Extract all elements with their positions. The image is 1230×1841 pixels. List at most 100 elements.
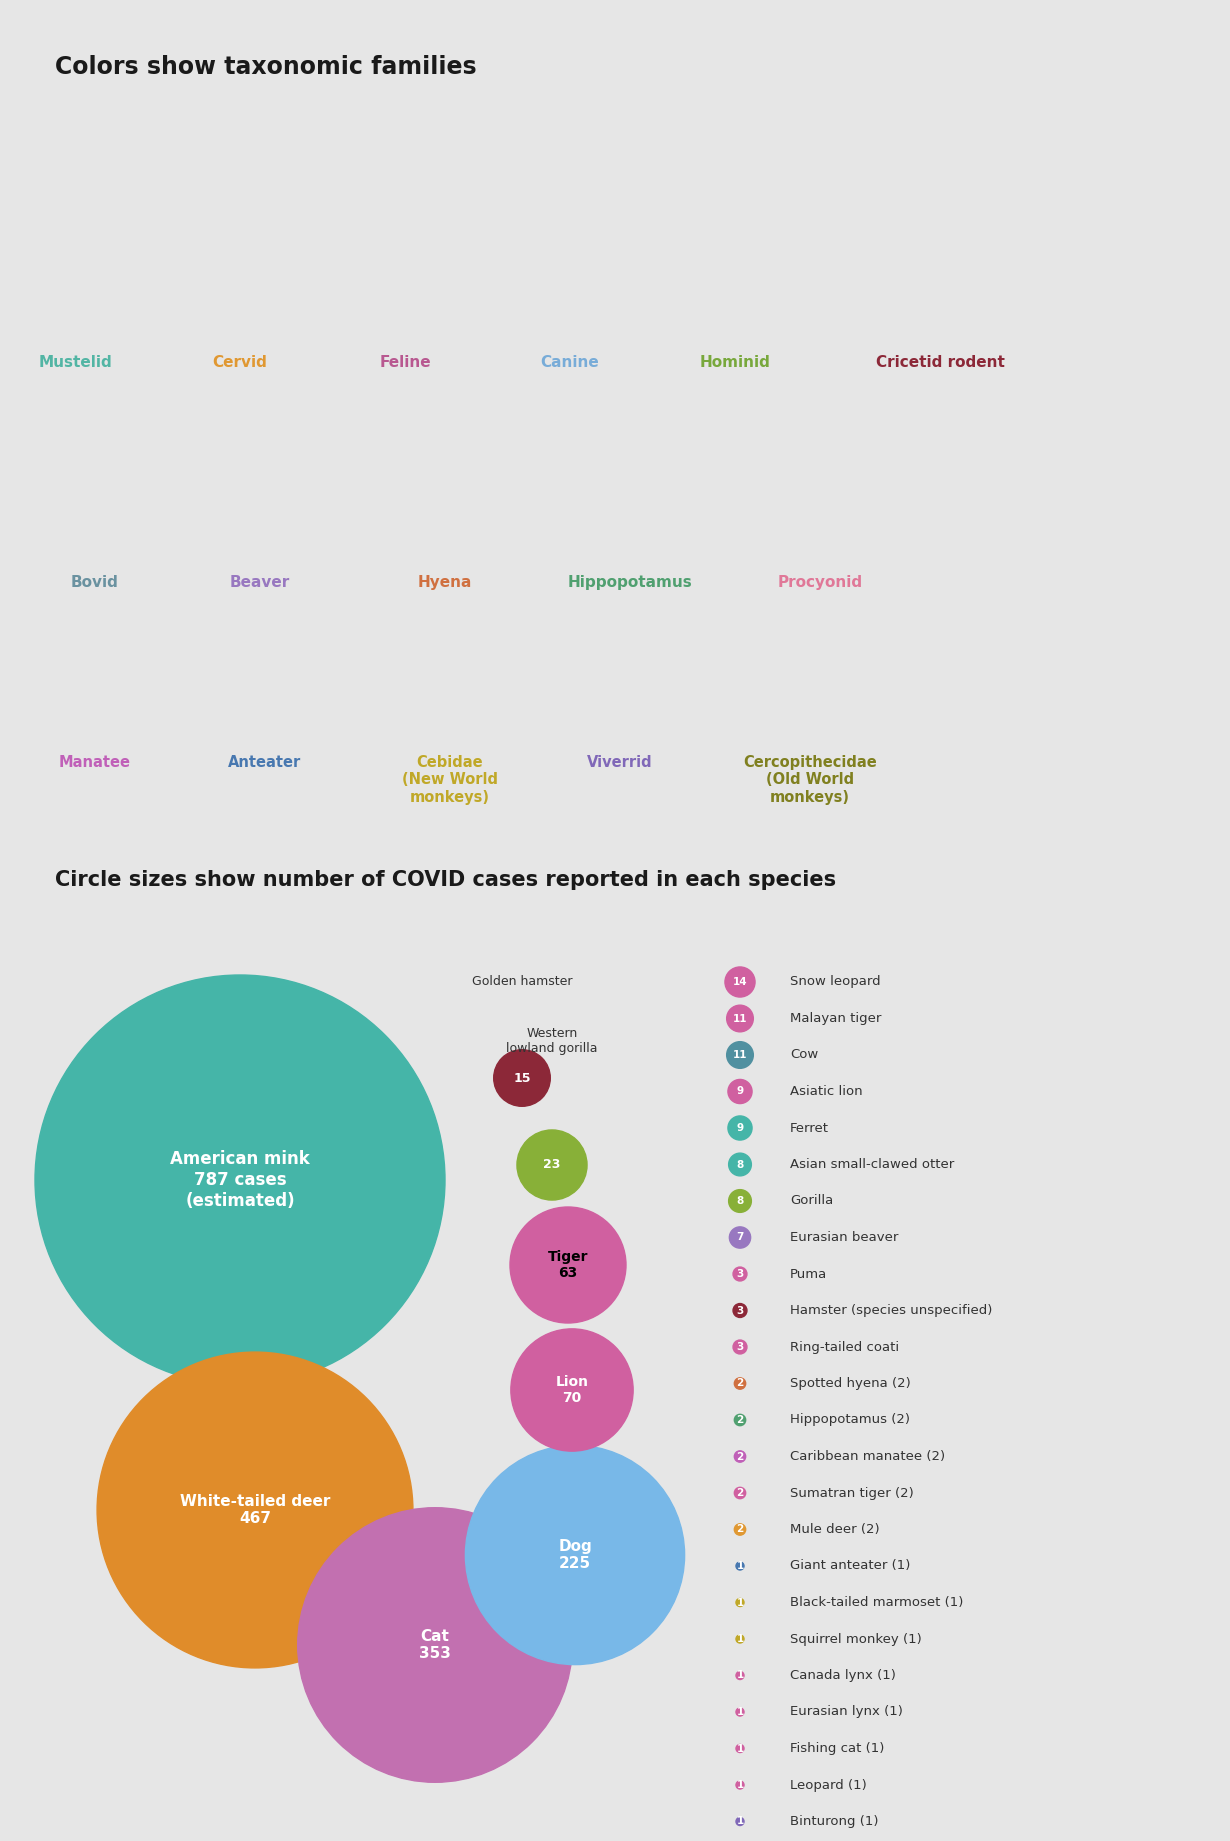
Circle shape bbox=[734, 1451, 745, 1462]
Text: 3: 3 bbox=[737, 1342, 744, 1351]
Text: Malayan tiger: Malayan tiger bbox=[790, 1013, 882, 1025]
Circle shape bbox=[733, 1340, 747, 1353]
Text: Dog
225: Dog 225 bbox=[558, 1539, 592, 1570]
Text: White-tailed deer
467: White-tailed deer 467 bbox=[180, 1493, 330, 1526]
Text: Lion
70: Lion 70 bbox=[556, 1375, 588, 1405]
Text: Cricetid rodent: Cricetid rodent bbox=[876, 355, 1005, 370]
Text: Manatee: Manatee bbox=[59, 755, 132, 770]
Circle shape bbox=[736, 1817, 744, 1826]
Text: 8: 8 bbox=[737, 1160, 744, 1169]
Text: 1: 1 bbox=[737, 1707, 744, 1718]
Text: 9: 9 bbox=[737, 1086, 744, 1097]
Text: Ferret: Ferret bbox=[790, 1121, 829, 1134]
Circle shape bbox=[728, 1116, 752, 1140]
Text: Caribbean manatee (2): Caribbean manatee (2) bbox=[790, 1451, 945, 1464]
Circle shape bbox=[728, 1189, 752, 1213]
Text: 1: 1 bbox=[737, 1743, 744, 1753]
Circle shape bbox=[298, 1508, 572, 1782]
Text: Cervid: Cervid bbox=[213, 355, 267, 370]
Text: 11: 11 bbox=[733, 1049, 748, 1060]
Circle shape bbox=[736, 1780, 744, 1789]
Text: 2: 2 bbox=[737, 1488, 744, 1499]
Text: Snow leopard: Snow leopard bbox=[790, 976, 881, 989]
Circle shape bbox=[734, 1488, 745, 1499]
Text: 15: 15 bbox=[513, 1071, 531, 1084]
Text: Squirrel monkey (1): Squirrel monkey (1) bbox=[790, 1633, 921, 1646]
Circle shape bbox=[724, 967, 755, 998]
Text: Mule deer (2): Mule deer (2) bbox=[790, 1523, 879, 1535]
Text: Fishing cat (1): Fishing cat (1) bbox=[790, 1742, 884, 1754]
Text: Asian small-clawed otter: Asian small-clawed otter bbox=[790, 1158, 954, 1171]
Text: Canada lynx (1): Canada lynx (1) bbox=[790, 1670, 895, 1683]
Text: 3: 3 bbox=[737, 1268, 744, 1279]
Text: Bovid: Bovid bbox=[71, 574, 119, 589]
Text: Giant anteater (1): Giant anteater (1) bbox=[790, 1559, 910, 1572]
Text: 11: 11 bbox=[733, 1014, 748, 1024]
Text: Leopard (1): Leopard (1) bbox=[790, 1778, 867, 1791]
Text: Hippopotamus: Hippopotamus bbox=[567, 574, 692, 589]
Text: 23: 23 bbox=[544, 1158, 561, 1171]
Circle shape bbox=[510, 1208, 626, 1324]
Circle shape bbox=[728, 1079, 752, 1103]
Text: Hominid: Hominid bbox=[700, 355, 770, 370]
Text: 1: 1 bbox=[737, 1598, 744, 1607]
Circle shape bbox=[736, 1745, 744, 1753]
Circle shape bbox=[97, 1351, 413, 1668]
Circle shape bbox=[734, 1377, 745, 1390]
Circle shape bbox=[727, 1042, 753, 1068]
Text: 1: 1 bbox=[737, 1670, 744, 1681]
Text: Asiatic lion: Asiatic lion bbox=[790, 1084, 862, 1097]
Text: Canine: Canine bbox=[541, 355, 599, 370]
Circle shape bbox=[736, 1635, 744, 1642]
Circle shape bbox=[729, 1226, 750, 1248]
Circle shape bbox=[734, 1524, 745, 1535]
Text: 2: 2 bbox=[737, 1524, 744, 1535]
Text: Colors show taxonomic families: Colors show taxonomic families bbox=[55, 55, 477, 79]
Circle shape bbox=[734, 1414, 745, 1425]
Circle shape bbox=[736, 1672, 744, 1679]
Text: Puma: Puma bbox=[790, 1267, 828, 1281]
Text: Anteater: Anteater bbox=[229, 755, 301, 770]
Circle shape bbox=[727, 1005, 753, 1031]
Text: Cow: Cow bbox=[790, 1049, 818, 1062]
Text: Ring-tailed coati: Ring-tailed coati bbox=[790, 1340, 899, 1353]
Text: Beaver: Beaver bbox=[230, 574, 290, 589]
Text: 3: 3 bbox=[737, 1305, 744, 1316]
Text: Eurasian lynx (1): Eurasian lynx (1) bbox=[790, 1705, 903, 1718]
Text: Western
lowland gorilla: Western lowland gorilla bbox=[507, 1027, 598, 1055]
Text: 9: 9 bbox=[737, 1123, 744, 1132]
Circle shape bbox=[736, 1561, 744, 1570]
Text: 2: 2 bbox=[737, 1379, 744, 1388]
Text: Eurasian beaver: Eurasian beaver bbox=[790, 1232, 898, 1245]
Text: 1: 1 bbox=[737, 1561, 744, 1570]
Text: 1: 1 bbox=[737, 1780, 744, 1789]
Text: Black-tailed marmoset (1): Black-tailed marmoset (1) bbox=[790, 1596, 963, 1609]
Circle shape bbox=[493, 1049, 550, 1106]
Text: Gorilla: Gorilla bbox=[790, 1195, 833, 1208]
Text: Hamster (species unspecified): Hamster (species unspecified) bbox=[790, 1303, 993, 1316]
Text: American mink
787 cases
(estimated): American mink 787 cases (estimated) bbox=[170, 1151, 310, 1210]
Text: Cebidae
(New World
monkeys): Cebidae (New World monkeys) bbox=[402, 755, 498, 805]
Text: Mustelid: Mustelid bbox=[38, 355, 112, 370]
Text: 1: 1 bbox=[737, 1817, 744, 1826]
Text: 2: 2 bbox=[737, 1416, 744, 1425]
Text: 2: 2 bbox=[737, 1451, 744, 1462]
Circle shape bbox=[34, 976, 445, 1384]
Circle shape bbox=[736, 1598, 744, 1607]
Text: Procyonid: Procyonid bbox=[777, 574, 862, 589]
Circle shape bbox=[517, 1130, 587, 1200]
Text: Golden hamster: Golden hamster bbox=[472, 976, 572, 989]
Text: 8: 8 bbox=[737, 1197, 744, 1206]
Text: Hippopotamus (2): Hippopotamus (2) bbox=[790, 1414, 910, 1427]
Text: Tiger
63: Tiger 63 bbox=[547, 1250, 588, 1279]
Text: Spotted hyena (2): Spotted hyena (2) bbox=[790, 1377, 910, 1390]
Text: Circle sizes show number of COVID cases reported in each species: Circle sizes show number of COVID cases … bbox=[55, 871, 836, 889]
Text: 1: 1 bbox=[737, 1635, 744, 1644]
Circle shape bbox=[510, 1329, 633, 1451]
Circle shape bbox=[728, 1152, 752, 1176]
Circle shape bbox=[733, 1303, 747, 1318]
Text: Viverrid: Viverrid bbox=[587, 755, 653, 770]
Circle shape bbox=[733, 1267, 747, 1281]
Text: Binturong (1): Binturong (1) bbox=[790, 1815, 878, 1828]
Text: Cercopithecidae
(Old World
monkeys): Cercopithecidae (Old World monkeys) bbox=[743, 755, 877, 805]
